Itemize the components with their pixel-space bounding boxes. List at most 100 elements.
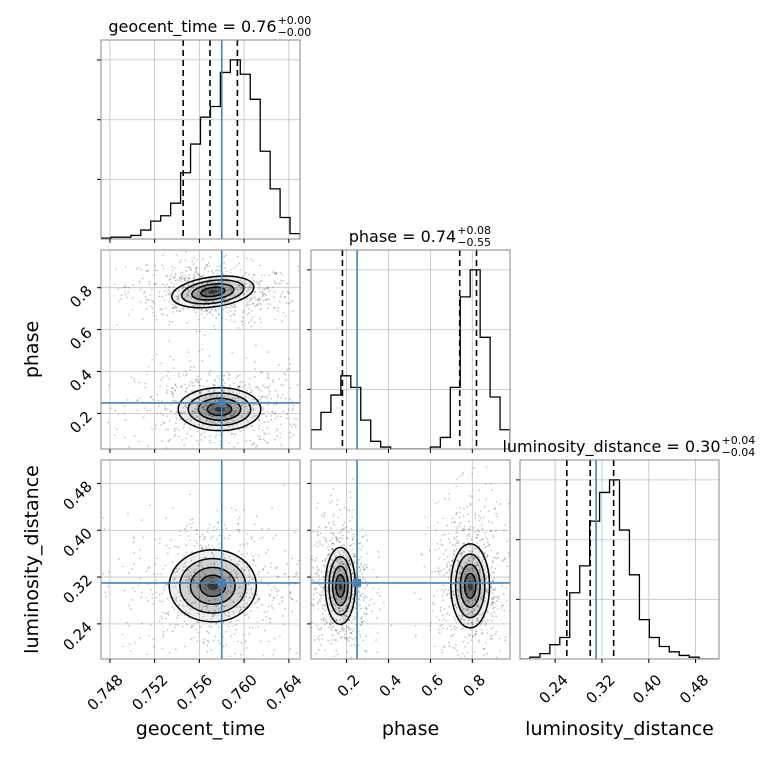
sample-point (358, 566, 361, 568)
sample-point (503, 529, 505, 532)
sample-point (211, 576, 214, 579)
sample-point (357, 597, 360, 600)
sample-point (475, 632, 477, 635)
sample-point (291, 610, 294, 613)
sample-point (273, 291, 276, 293)
sample-point (354, 636, 357, 639)
sample-point (309, 595, 311, 597)
sample-point (313, 386, 315, 388)
sample-point (304, 583, 306, 585)
sample-point (180, 278, 183, 281)
sample-point (262, 412, 265, 415)
sample-point (453, 537, 456, 540)
sample-point (214, 384, 217, 387)
sample-point (462, 515, 465, 517)
sample-point (497, 595, 500, 598)
sample-point (508, 555, 510, 558)
sample-point (177, 289, 180, 292)
sample-point (362, 566, 365, 568)
sample-point (347, 531, 350, 534)
sample-point (169, 438, 171, 441)
sample-point (320, 626, 323, 629)
sample-point (290, 598, 293, 601)
sample-point (251, 297, 254, 299)
xtick-label: 0.2 (334, 671, 364, 701)
sample-point (189, 428, 192, 431)
sample-point (456, 525, 459, 528)
sample-point (469, 502, 472, 505)
sample-point (158, 542, 161, 545)
sample-point (150, 395, 153, 398)
sample-point (344, 637, 347, 640)
sample-point (206, 282, 209, 284)
sample-point (471, 623, 474, 626)
sample-point (466, 534, 469, 537)
sample-point (209, 441, 212, 444)
sample-point (358, 598, 361, 601)
truth-marker (217, 578, 226, 587)
sample-point (348, 559, 351, 561)
sample-point (252, 558, 255, 561)
sample-point (490, 612, 493, 615)
sample-point (132, 541, 135, 544)
sample-point (333, 655, 336, 658)
sample-point (473, 557, 476, 560)
sample-point (194, 601, 197, 604)
sample-point (166, 415, 169, 418)
sample-point (203, 316, 205, 319)
sample-point (200, 313, 203, 315)
sample-point (353, 615, 356, 618)
sample-point (317, 601, 320, 604)
sample-point (225, 679, 227, 681)
sample-point (193, 410, 195, 413)
sample-point (336, 702, 338, 704)
sample-point (255, 304, 258, 307)
sample-point (492, 572, 495, 574)
sample-point (480, 622, 483, 624)
sample-point (260, 279, 263, 282)
sample-point (478, 640, 480, 643)
sample-point (440, 543, 443, 546)
sample-point (358, 604, 361, 607)
sample-point (484, 641, 487, 644)
sample-point (365, 651, 368, 653)
title-plus: +0.04 (722, 434, 756, 447)
sample-point (138, 557, 141, 560)
sample-point (390, 624, 393, 627)
sample-point (61, 507, 63, 509)
sample-point (335, 540, 338, 542)
sample-point (458, 571, 461, 574)
sample-point (332, 534, 335, 537)
sample-point (151, 288, 153, 291)
sample-point (314, 544, 316, 547)
sample-point (335, 619, 338, 622)
sample-point (165, 294, 168, 297)
sample-point (209, 395, 211, 398)
sample-point (262, 299, 265, 302)
sample-point (453, 578, 456, 581)
sample-point (187, 277, 190, 280)
sample-point (232, 391, 234, 394)
sample-point (167, 371, 170, 373)
sample-point (491, 638, 493, 640)
sample-point (453, 616, 456, 619)
sample-point (321, 634, 323, 637)
sample-point (446, 562, 448, 565)
sample-point (131, 568, 133, 571)
sample-point (195, 270, 197, 273)
sample-point (168, 320, 171, 323)
sample-point (446, 592, 449, 595)
sample-point (200, 438, 203, 441)
sample-point (321, 591, 323, 593)
sample-point (478, 498, 480, 501)
sample-point (261, 527, 263, 530)
sample-point (206, 404, 208, 407)
density-level (191, 568, 235, 604)
sample-point (358, 566, 360, 569)
sample-point (263, 432, 266, 435)
sample-point (244, 613, 247, 616)
sample-point (470, 621, 473, 624)
sample-point (339, 630, 341, 633)
sample-point (257, 299, 260, 302)
sample-point (164, 429, 167, 431)
